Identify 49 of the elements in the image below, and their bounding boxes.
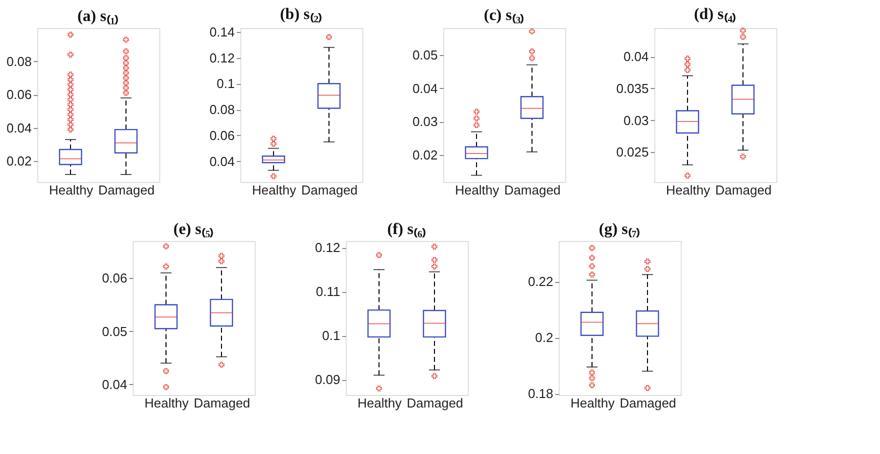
x-tick-label: Damaged	[194, 396, 250, 410]
y-tick-label: 0.1	[322, 328, 340, 344]
y-tick-label: 0.18	[528, 386, 554, 402]
y-tick-label: 0.11	[316, 284, 340, 300]
chart-title: (e) s₍₅₎	[173, 221, 214, 238]
x-tick-label: Damaged	[715, 182, 772, 198]
y-tick-label: 0.04	[102, 376, 128, 392]
y-tick-label: 0.12	[209, 50, 235, 66]
chart-title: (a) s₍₁₎	[77, 8, 120, 25]
y-tick-label: 0.035	[616, 80, 649, 96]
y-tick-label: 0.025	[616, 144, 649, 160]
x-tick-label: Damaged	[620, 396, 676, 410]
y-tick-label: 0.04	[209, 154, 235, 169]
x-tick-label: Healthy	[252, 182, 297, 198]
y-tick-label: 0.12	[314, 240, 340, 256]
chart-title: (b) s₍₂₎	[280, 6, 323, 23]
x-tick-label: Healthy	[48, 182, 94, 198]
x-tick-label: Damaged	[504, 182, 561, 198]
y-tick-label: 0.09	[314, 372, 340, 388]
y-tick-label: 0.06	[209, 128, 235, 143]
y-tick-label: 0.06	[6, 87, 32, 102]
y-tick-label: 0.05	[412, 47, 438, 62]
y-tick-label: 0.1	[216, 76, 235, 92]
x-tick-label: Damaged	[98, 182, 155, 198]
x-tick-label: Healthy	[144, 396, 190, 410]
y-tick-label: 0.03	[623, 112, 649, 128]
chart-title: (f) s₍₆₎	[387, 221, 426, 238]
y-tick-label: 0.03	[412, 114, 438, 130]
y-tick-label: 0.02	[6, 154, 32, 169]
chart-title: (c) s₍₃₎	[484, 6, 525, 24]
x-tick-label: Damaged	[406, 396, 464, 410]
y-tick-label: 0.08	[6, 54, 32, 69]
y-tick-label: 0.02	[412, 148, 438, 163]
y-tick-label: 0.08	[209, 102, 235, 118]
x-tick-label: Healthy	[357, 396, 402, 410]
y-tick-label: 0.22	[528, 274, 554, 290]
chart-title: (g) s₍₇₎	[598, 221, 641, 238]
x-tick-label: Healthy	[454, 182, 500, 198]
y-tick-label: 0.04	[412, 80, 438, 96]
y-tick-label: 0.05	[102, 324, 128, 339]
y-tick-label: 0.2	[535, 330, 554, 346]
y-tick-label: 0.06	[102, 270, 128, 286]
y-tick-label: 0.04	[6, 120, 32, 136]
y-tick-label: 0.14	[209, 24, 235, 40]
chart-title: (d) s₍₄₎	[694, 6, 737, 24]
x-tick-label: Healthy	[570, 396, 616, 410]
x-tick-label: Healthy	[666, 182, 711, 198]
x-tick-label: Damaged	[301, 182, 358, 198]
y-tick-label: 0.04	[623, 49, 649, 64]
